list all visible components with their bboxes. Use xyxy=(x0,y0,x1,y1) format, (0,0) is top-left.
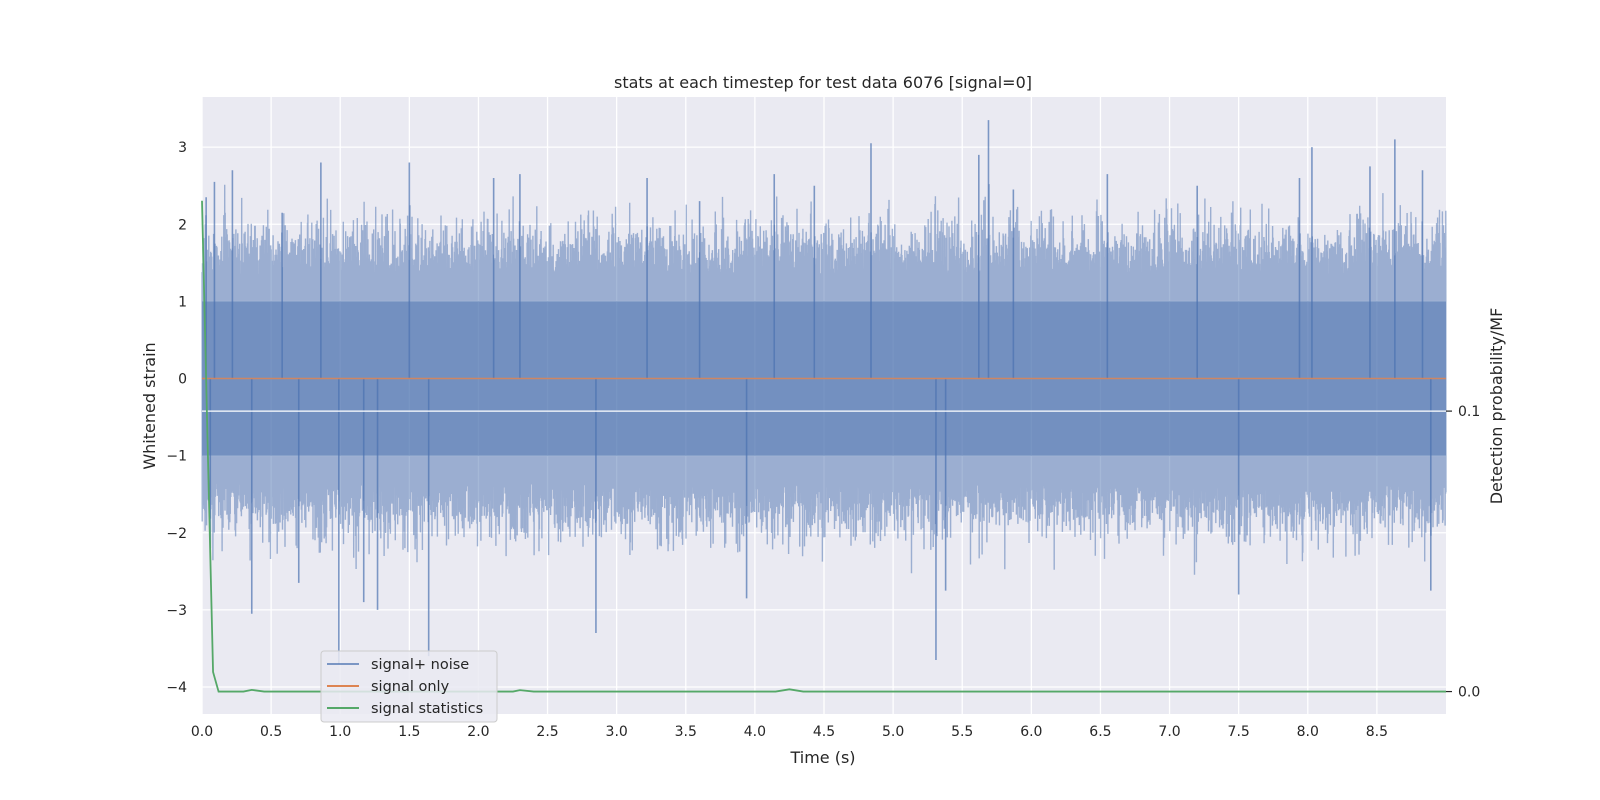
legend-label-signal-only: signal only xyxy=(371,679,450,695)
x-tick-label: 6.0 xyxy=(1020,724,1042,740)
x-tick-label: 7.5 xyxy=(1228,724,1250,740)
x-tick-label: 4.0 xyxy=(744,724,766,740)
y-axis-label: Whitened strain xyxy=(140,342,159,469)
x-tick-label: 0.5 xyxy=(260,724,282,740)
y-tick-label: −1 xyxy=(166,449,187,465)
x-tick-label: 6.5 xyxy=(1089,724,1111,740)
x-tick-label: 1.5 xyxy=(398,724,420,740)
y-tick-label: −4 xyxy=(166,680,187,696)
y2-tick-label: 0.0 xyxy=(1458,685,1480,701)
y-tick-label: 0 xyxy=(178,372,187,388)
legend-label-signal-noise: signal+ noise xyxy=(371,657,469,673)
chart-title: stats at each timestep for test data 607… xyxy=(614,73,1032,92)
y-tick-label: 3 xyxy=(178,140,187,156)
x-tick-label: 2.0 xyxy=(467,724,489,740)
x-tick-label: 8.5 xyxy=(1366,724,1388,740)
x-tick-label: 8.0 xyxy=(1297,724,1319,740)
signal-statistics-line xyxy=(201,200,1446,693)
y-tick-label: −2 xyxy=(166,526,187,542)
legend: signal+ noise signal only signal statist… xyxy=(320,650,498,723)
x-axis-ticks: 0.0 0.5 1.0 1.5 2.0 2.5 3.0 3.5 4.0 4.5 5.0 5.5 6.0 6… xyxy=(191,724,1388,740)
y2-axis-ticks: 0.1 0.0 xyxy=(1446,404,1480,701)
x-tick-label: 3.5 xyxy=(675,724,697,740)
y2-tick-label: 0.1 xyxy=(1458,404,1480,420)
legend-box xyxy=(320,650,498,723)
x-tick-label: 7.0 xyxy=(1158,724,1180,740)
y-tick-label: 1 xyxy=(178,294,187,310)
legend-label-signal-statistics: signal statistics xyxy=(371,701,483,717)
x-axis-label: Time (s) xyxy=(789,748,855,767)
y2-axis-label: Detection probability/MF xyxy=(1487,308,1506,505)
x-tick-label: 5.5 xyxy=(951,724,973,740)
y-tick-label: 2 xyxy=(178,217,187,233)
x-tick-label: 0.0 xyxy=(191,724,213,740)
y-axis-ticks: 3 2 1 0 −1 −2 −3 −4 xyxy=(166,140,187,696)
x-tick-label: 5.0 xyxy=(882,724,904,740)
x-tick-label: 3.0 xyxy=(606,724,628,740)
x-tick-label: 1.0 xyxy=(329,724,351,740)
x-tick-label: 2.5 xyxy=(536,724,558,740)
x-tick-label: 4.5 xyxy=(813,724,835,740)
y-tick-label: −3 xyxy=(166,603,187,619)
series-layer xyxy=(201,200,1446,693)
